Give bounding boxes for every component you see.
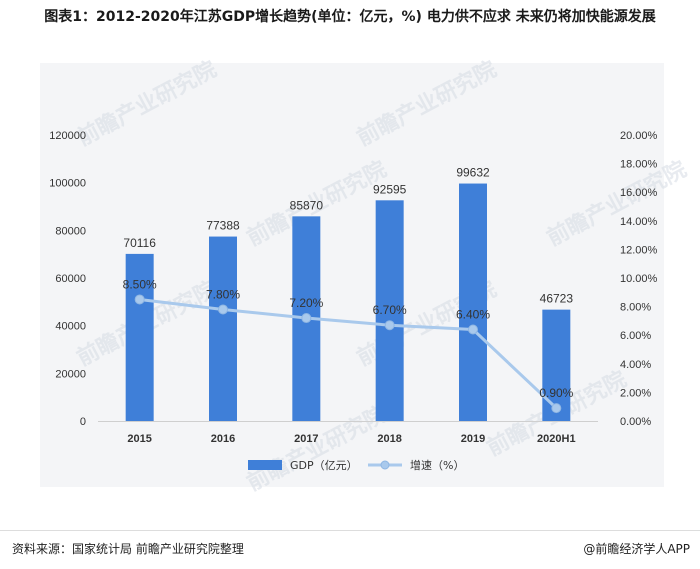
legend-line-label: 增速（%） [410,458,464,472]
x-tick-label: 2015 [127,433,151,445]
chart-title: 图表1：2012-2020年江苏GDP增长趋势(单位：亿元，%) 电力供不应求 … [44,9,656,25]
line-data-label: 6.40% [456,307,490,321]
y-right-tick-label: 14.00% [620,216,658,228]
bar-data-label: 85870 [290,198,324,212]
bar-data-label: 99632 [456,166,490,180]
y-left-tick-label: 40000 [55,321,86,333]
line-point [134,294,145,305]
y-right-tick-label: 4.00% [620,359,651,371]
line-data-label: 7.20% [289,296,323,310]
line-data-label: 7.80% [206,287,240,301]
y-right-tick-label: 2.00% [620,387,651,399]
legend-line-marker [380,460,390,470]
y-right-tick-label: 6.00% [620,330,651,342]
bar-data-label: 92595 [373,182,407,196]
source-note: 资料来源：国家统计局 前瞻产业研究院整理 [12,542,244,556]
line-data-label: 8.50% [123,277,157,291]
line-point [468,324,478,335]
y-right-tick-label: 16.00% [620,187,658,199]
watermark-text: 前瞻产业研究院 [353,56,501,151]
line-data-label: 6.70% [373,303,407,317]
x-tick-label: 2019 [461,433,485,445]
line-point [384,320,395,331]
y-left-tick-label: 20000 [55,368,86,380]
bar [542,309,571,421]
y-left-tick-label: 100000 [49,178,86,190]
growth-line [139,297,558,410]
x-tick-label: 2016 [211,433,235,445]
x-tick-label: 2017 [294,433,318,445]
x-tick-label: 2020H1 [537,433,576,445]
line-point [551,403,562,414]
line-point [301,313,312,324]
bar-data-label: 70116 [123,236,156,250]
watermark-text: 前瞻产业研究院 [543,156,691,251]
bar [125,253,154,421]
bar [459,183,487,421]
brand-label: @前瞻经济学人APP [583,542,690,556]
y-right-tick-label: 10.00% [620,273,658,285]
bar [209,236,237,421]
x-tick-label: 2018 [377,433,401,445]
watermark-text: 前瞻产业研究院 [73,56,221,151]
y-right-tick-label: 0.00% [620,416,651,428]
bar-data-label: 46723 [540,292,574,306]
legend-bar-swatch [248,460,282,470]
bar [375,200,404,421]
y-left-tick-label: 120000 [49,130,86,142]
footer-divider [0,530,700,531]
y-right-tick-label: 12.00% [620,244,658,256]
legend-bar-label: GDP（亿元） [290,459,358,472]
y-right-tick-label: 18.00% [620,159,658,171]
bar-data-label: 77388 [206,219,240,233]
line-data-label: 0.90% [539,386,573,400]
y-left-tick-label: 0 [80,416,86,428]
y-left-tick-label: 60000 [55,273,86,285]
line-point [218,304,228,315]
y-right-tick-label: 8.00% [620,302,651,314]
y-left-tick-label: 80000 [55,225,86,237]
y-right-tick-label: 20.00% [620,130,658,142]
